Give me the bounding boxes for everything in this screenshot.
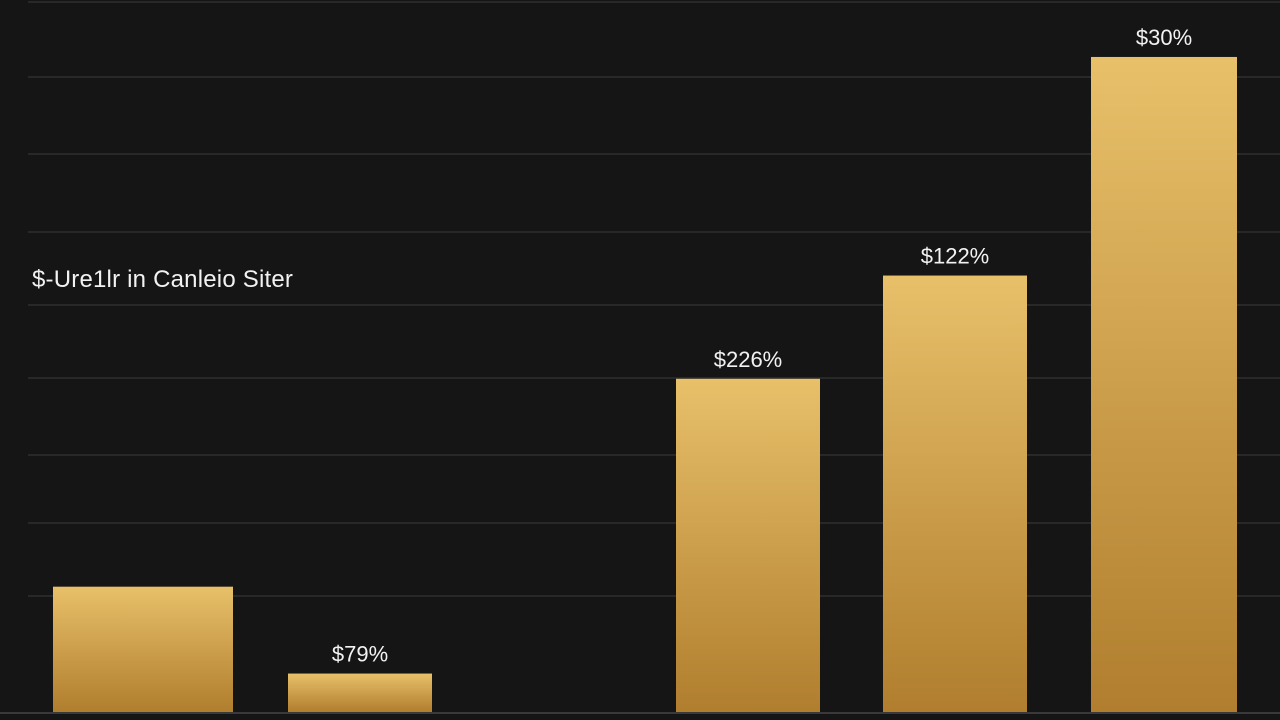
bar-4 [676,378,820,712]
data-label-5: $122% [921,244,990,269]
chart-title: $-Ure1lr in Canleio Siter [32,266,294,293]
data-label-2: $79% [332,642,388,667]
data-label-6: $30% [1136,25,1192,50]
data-labels: $79% $226% $122% $30% [332,25,1192,667]
data-label-4: $226% [714,347,783,372]
bar-2 [288,673,432,712]
bar-1 [53,586,233,712]
bar-6 [1091,56,1237,712]
bar-5 [883,275,1027,712]
bars [53,56,1237,712]
